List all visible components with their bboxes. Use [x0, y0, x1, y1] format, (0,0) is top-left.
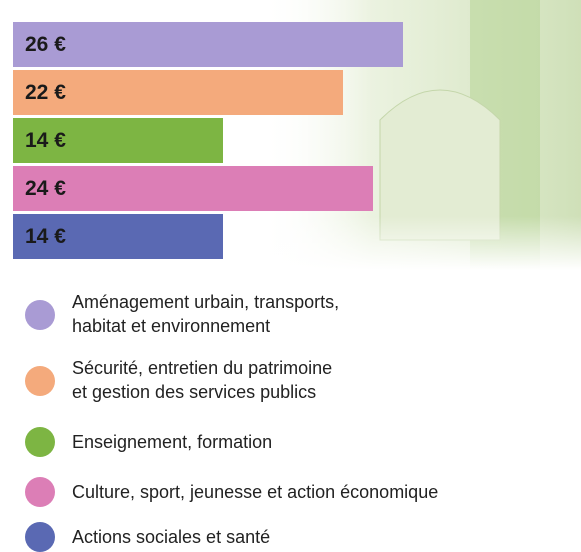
legend-swatch [25, 477, 55, 507]
chart-svg: 26 € 22 € 14 € 24 € 14 € [0, 0, 581, 552]
legend-swatch [25, 300, 55, 330]
legend-swatch [25, 366, 55, 396]
bar [13, 22, 403, 67]
legend-label: Enseignement, formation [72, 430, 272, 454]
legend-swatch [25, 522, 55, 552]
value-label: 22 € [25, 81, 66, 104]
legend-label: Aménagement urbain, transports, habitat … [72, 290, 339, 338]
legend-label: Actions sociales et santé [72, 525, 270, 549]
legend-label: Culture, sport, jeunesse et action écono… [72, 480, 438, 504]
value-label: 24 € [25, 177, 66, 200]
value-label: 26 € [25, 33, 66, 56]
legend-swatch [25, 427, 55, 457]
legend-label: Sécurité, entretien du patrimoine et ges… [72, 356, 332, 404]
bar [13, 166, 373, 211]
value-label: 14 € [25, 129, 66, 152]
value-label: 14 € [25, 225, 66, 248]
chart: 26 € 22 € 14 € 24 € 14 € Aménagement urbain,… [0, 0, 581, 552]
